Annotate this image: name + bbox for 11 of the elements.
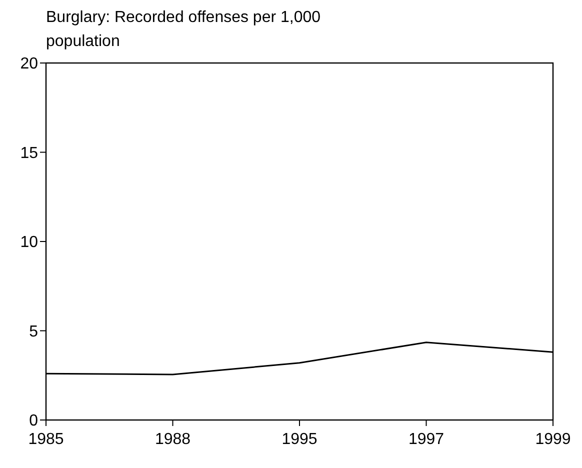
chart-title: Burglary: Recorded offenses per 1,000 population: [46, 9, 321, 50]
x-tick-label: 1999: [535, 431, 571, 448]
y-tick-label: 5: [29, 323, 38, 340]
y-tick-label: 20: [20, 56, 38, 73]
x-tick-label: 1988: [154, 431, 191, 448]
y-tick-label: 15: [20, 144, 38, 162]
x-tick-label: 1985: [28, 431, 64, 448]
x-tick-label: 1997: [408, 431, 444, 448]
y-tick-label: 10: [20, 234, 38, 252]
y-tick-label: 0: [29, 412, 38, 430]
x-tick-label: 1995: [282, 431, 318, 448]
